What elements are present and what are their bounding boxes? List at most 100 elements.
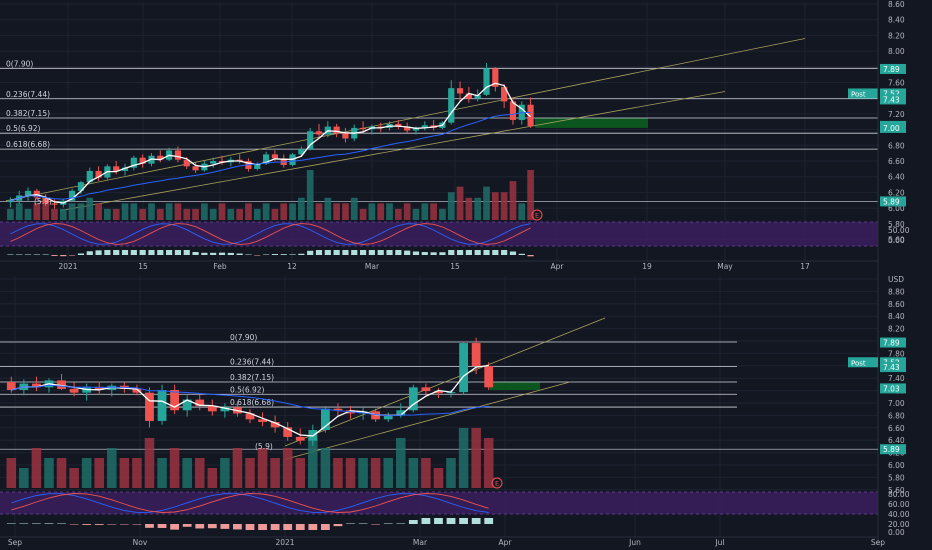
price-tick-label: 7.80 — [888, 349, 905, 358]
macd-bar — [207, 524, 217, 529]
moving-average-slow — [11, 384, 489, 417]
time-tick-label: Feb — [213, 262, 227, 271]
macd-bar — [324, 250, 331, 255]
top-chart-panel[interactable]: 8.608.408.208.007.807.607.407.207.006.80… — [0, 0, 910, 271]
channel-lower-line — [59, 91, 726, 212]
volume-bar — [94, 458, 105, 488]
oscillator-lines — [10, 223, 531, 245]
candle-body — [32, 383, 41, 388]
volume-bar — [518, 203, 526, 220]
volume-bar — [227, 208, 235, 220]
macd-bar — [113, 250, 120, 255]
macd-bar — [434, 518, 443, 524]
bottom-chart-panel[interactable]: USD 8.80 8.60 8.40 8.20 8.00 7.80 7.60 7.40 7.20 7… — [0, 0, 910, 547]
volume-bar — [144, 438, 155, 488]
price-tick-label: 7.60 — [888, 79, 905, 88]
macd-bar — [471, 518, 481, 524]
macd-bar — [270, 524, 280, 530]
candle-body — [456, 88, 464, 94]
macd-bar — [509, 251, 517, 255]
macd-bar — [60, 255, 67, 257]
low-marker-label: (5.9) — [255, 442, 273, 451]
candle-body — [94, 386, 104, 390]
volume-bar — [315, 203, 323, 220]
macd-histogram — [6, 518, 494, 530]
candle-body — [42, 197, 49, 204]
macd-bar — [236, 253, 243, 255]
price-label-box — [880, 94, 906, 105]
fibonacci-levels: 0(7.90) 0.236(7.44) 0.382(7.15) 0.5(6.92) 0.… — [0, 333, 878, 450]
macd-bar — [333, 524, 343, 527]
fib-level-label: 0.382(7.15) — [230, 373, 274, 382]
macd-bar — [69, 255, 76, 256]
fib-level-label: 0.236(7.44) — [230, 358, 274, 367]
volume-bar — [350, 197, 358, 220]
time-tick-label: Mar — [365, 262, 380, 271]
volume-bar — [194, 458, 205, 488]
candle-body — [509, 101, 517, 120]
candle-body — [421, 125, 428, 128]
macd-bar — [298, 253, 305, 255]
macd-bar — [359, 250, 367, 255]
price-label-text: 7.52 — [883, 89, 900, 98]
volume-bar — [56, 458, 67, 488]
volume-bar — [121, 203, 129, 220]
price-label-text: 7.03 — [883, 384, 900, 393]
price-tick-label: USD — [888, 275, 904, 284]
macd-bar — [484, 518, 494, 524]
macd-bar — [421, 518, 431, 524]
candle-body — [182, 399, 192, 411]
candle-body — [245, 413, 255, 420]
volume-bar — [306, 170, 314, 220]
candle-body — [192, 166, 199, 171]
oscillator-line-d — [11, 493, 489, 513]
volume-bar — [33, 203, 41, 220]
macd-bar — [358, 523, 368, 524]
macd-bar — [283, 524, 293, 530]
candle-body — [333, 408, 343, 411]
earnings-event-icon — [491, 477, 503, 489]
macd-bar — [145, 524, 154, 528]
volume-bar — [324, 197, 332, 220]
macd-bar — [6, 523, 16, 524]
fib-level-label: 0.618(6.68) — [230, 398, 274, 407]
price-label-box — [880, 362, 906, 373]
candlesticks — [6, 337, 494, 446]
fib-level-label: 0.382(7.15) — [6, 109, 50, 118]
candle-body — [421, 387, 431, 392]
price-tick-label: 5.80 — [888, 473, 905, 482]
candle-body — [465, 93, 472, 99]
moving-average-fast — [10, 82, 532, 204]
oscillator-band — [0, 492, 878, 514]
macd-bar — [439, 252, 446, 255]
time-tick-label: 17 — [800, 262, 810, 271]
oscillator-line-k — [11, 493, 489, 513]
macd-bar — [201, 252, 208, 255]
candle-body — [69, 190, 76, 201]
oscillator-tick-label: 60.00 — [888, 500, 910, 509]
volume-bar — [446, 458, 456, 488]
volume-bar — [270, 458, 280, 488]
candle-body — [113, 166, 120, 171]
channel-lower-line — [284, 381, 571, 460]
volume-bar — [395, 438, 406, 488]
volume-bar — [165, 203, 173, 220]
candle-body — [24, 190, 32, 196]
time-axis: 2021 15 Feb 12 Mar 15 Apr 19 May 17 — [0, 260, 878, 271]
macd-bar — [95, 250, 102, 255]
macd-bar — [421, 252, 428, 255]
volume-bar — [333, 203, 340, 220]
candle-body — [174, 150, 182, 160]
fib-level-label: 0(7.90) — [6, 59, 33, 68]
volume-bar — [169, 448, 180, 488]
candle-body — [408, 387, 418, 411]
fib-level-label: 0.5(6.92) — [6, 124, 41, 133]
volume-bar — [527, 170, 534, 220]
macd-bar — [42, 254, 49, 255]
candle-body — [359, 127, 367, 130]
volume-bar — [42, 197, 50, 220]
macd-bar — [430, 252, 437, 255]
